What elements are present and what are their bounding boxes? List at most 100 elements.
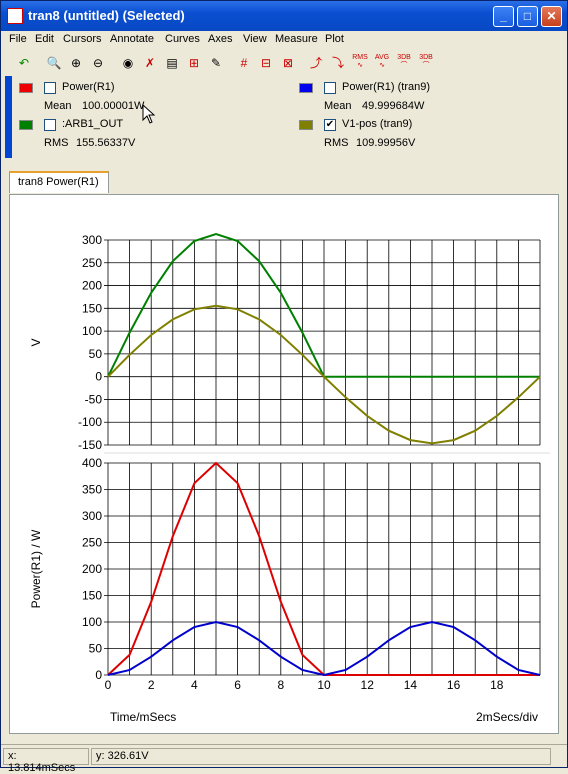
- legend-measure-label: Mean: [324, 100, 352, 112]
- y-tick-label: 250: [82, 256, 102, 270]
- y-tick-label: 300: [82, 509, 102, 523]
- legend-label-v1-pos[interactable]: V1-pos (tran9): [342, 118, 413, 130]
- add-grid-icon[interactable]: ⊞: [188, 56, 200, 70]
- plot-svg[interactable]: -150-100-50050100150200250300V0501001502…: [10, 195, 558, 733]
- cursor-rise-icon[interactable]: ⤴: [309, 56, 322, 70]
- y-tick-label: 400: [82, 456, 102, 470]
- legend-measure-value: 109.99956V: [356, 137, 416, 149]
- y-tick-label: 0: [95, 370, 102, 384]
- menu-file[interactable]: File: [9, 33, 27, 45]
- legend-measure-label: RMS: [324, 137, 349, 149]
- legend-checkbox-power-r1[interactable]: [44, 82, 56, 94]
- app-icon: [7, 8, 23, 24]
- legend-measure-label: Mean: [44, 100, 72, 112]
- eye-icon[interactable]: ◉: [122, 56, 134, 70]
- cursor-fall-icon[interactable]: ⤵: [331, 56, 344, 70]
- 3db-alt-icon[interactable]: 3DB ⌒: [419, 54, 433, 69]
- x-division-label: 2mSecs/div: [476, 710, 538, 724]
- zoom-fit-icon[interactable]: 🔍: [46, 56, 62, 70]
- y-tick-label: 150: [82, 589, 102, 603]
- status-y: y: 326.61V: [91, 748, 551, 765]
- cursor-grid-icon[interactable]: #: [240, 56, 248, 70]
- legend-checkbox-power-r1-tran9[interactable]: [324, 82, 336, 94]
- cursor-edit-icon[interactable]: ⊠: [282, 56, 294, 70]
- menu-measure[interactable]: Measure: [275, 33, 318, 45]
- x-tick-label: 12: [361, 678, 375, 692]
- toolbar: ↶ 🔍 ⊕ ⊖ ◉ ✗ ▤ ⊞ ✎ # ⊟ ⊠ ⤴ ⤵ RMS ∿ AVG ∿ 3D…: [1, 51, 567, 75]
- rms-icon[interactable]: RMS ∿: [352, 54, 368, 69]
- x-tick-label: 2: [148, 678, 155, 692]
- menu-annotate[interactable]: Annotate: [110, 33, 155, 45]
- menu-bar: File Edit Cursors Annotate Curves Axes V…: [1, 31, 567, 49]
- legend-swatch-power-r1-tran9[interactable]: [299, 83, 313, 93]
- undo-icon[interactable]: ↶: [18, 56, 30, 70]
- y-axis-label: V: [29, 338, 43, 346]
- legend-measure-label: RMS: [44, 137, 69, 149]
- minimize-button[interactable]: _: [493, 6, 514, 27]
- y-tick-label: 100: [82, 324, 102, 338]
- y-tick-label: 0: [95, 668, 102, 682]
- x-tick-label: 10: [317, 678, 331, 692]
- y-tick-label: 150: [82, 301, 102, 315]
- menu-edit[interactable]: Edit: [35, 33, 54, 45]
- legend-checkbox-v1-pos[interactable]: ✔: [324, 119, 336, 131]
- y-tick-label: -50: [85, 392, 103, 406]
- menu-curves[interactable]: Curves: [165, 33, 200, 45]
- zoom-out-icon[interactable]: ⊖: [92, 56, 104, 70]
- legend-label-power-r1-tran9[interactable]: Power(R1) (tran9): [342, 81, 431, 93]
- status-x: x: 13.814mSecs: [3, 748, 89, 774]
- legend-swatch-power-r1[interactable]: [19, 83, 33, 93]
- legend-measure-value: 49.999684W: [362, 100, 425, 112]
- curve-legend: Power(R1) Mean 100.00001W Power(R1) (tra…: [5, 76, 565, 158]
- mouse-cursor-icon: [142, 104, 156, 124]
- x-tick-label: 8: [277, 678, 284, 692]
- maximize-button[interactable]: □: [517, 6, 538, 27]
- avg-icon[interactable]: AVG ∿: [374, 54, 390, 69]
- window-title: tran8 (untitled) (Selected): [28, 8, 185, 23]
- x-tick-label: 0: [105, 678, 112, 692]
- rms-text: RMS: [352, 54, 368, 61]
- menu-view[interactable]: View: [243, 33, 267, 45]
- y-tick-label: 200: [82, 279, 102, 293]
- 3db-alt-text: 3DB: [419, 54, 433, 61]
- y-tick-label: -100: [78, 415, 102, 429]
- edit-icon[interactable]: ✎: [210, 56, 222, 70]
- legend-label-arb1-out[interactable]: :ARB1_OUT: [62, 118, 124, 130]
- delete-curve-icon[interactable]: ✗: [144, 56, 156, 70]
- legend-swatch-arb1-out[interactable]: [19, 120, 33, 130]
- cursor-grid2-icon[interactable]: ⊟: [260, 56, 272, 70]
- close-button[interactable]: ✕: [541, 6, 562, 27]
- y-tick-label: 50: [89, 642, 103, 656]
- legend-label-power-r1[interactable]: Power(R1): [62, 81, 115, 93]
- x-tick-label: 16: [447, 678, 461, 692]
- y-tick-label: 50: [89, 347, 103, 361]
- y-tick-label: 350: [82, 483, 102, 497]
- x-tick-label: 14: [404, 678, 418, 692]
- x-tick-label: 4: [191, 678, 198, 692]
- legend-measure-value: 100.00001W: [82, 100, 145, 112]
- series-line-1: [107, 304, 541, 445]
- 3db-icon[interactable]: 3DB ⌒: [397, 54, 411, 69]
- menu-axes[interactable]: Axes: [208, 33, 233, 45]
- legend-checkbox-arb1-out[interactable]: [44, 119, 56, 131]
- avg-text: AVG: [374, 54, 390, 61]
- label-icon[interactable]: ▤: [166, 56, 178, 70]
- y-tick-label: -150: [78, 438, 102, 452]
- legend-measure-value: 155.56337V: [76, 137, 136, 149]
- legend-swatch-v1-pos[interactable]: [299, 120, 313, 130]
- x-tick-label: 6: [234, 678, 241, 692]
- 3db-text: 3DB: [397, 54, 411, 61]
- y-tick-label: 300: [82, 233, 102, 247]
- menu-plot[interactable]: Plot: [325, 33, 344, 45]
- zoom-in-icon[interactable]: ⊕: [70, 56, 82, 70]
- y-tick-label: 100: [82, 615, 102, 629]
- plot-area: -150 -100 -50 0 50 100 150 200 250 300 V 0 50 100 150 2…: [9, 194, 559, 734]
- menu-cursors[interactable]: Cursors: [63, 33, 102, 45]
- y-tick-label: 200: [82, 562, 102, 576]
- status-bar: x: 13.814mSecs y: 326.61V: [1, 744, 567, 774]
- title-bar[interactable]: tran8 (untitled) (Selected) _ □ ✕: [1, 1, 567, 31]
- tab-tran8-power-r1[interactable]: tran8 Power(R1): [9, 171, 109, 193]
- series-line-1: [107, 620, 541, 677]
- y-axis-label: Power(R1) / W: [29, 529, 43, 608]
